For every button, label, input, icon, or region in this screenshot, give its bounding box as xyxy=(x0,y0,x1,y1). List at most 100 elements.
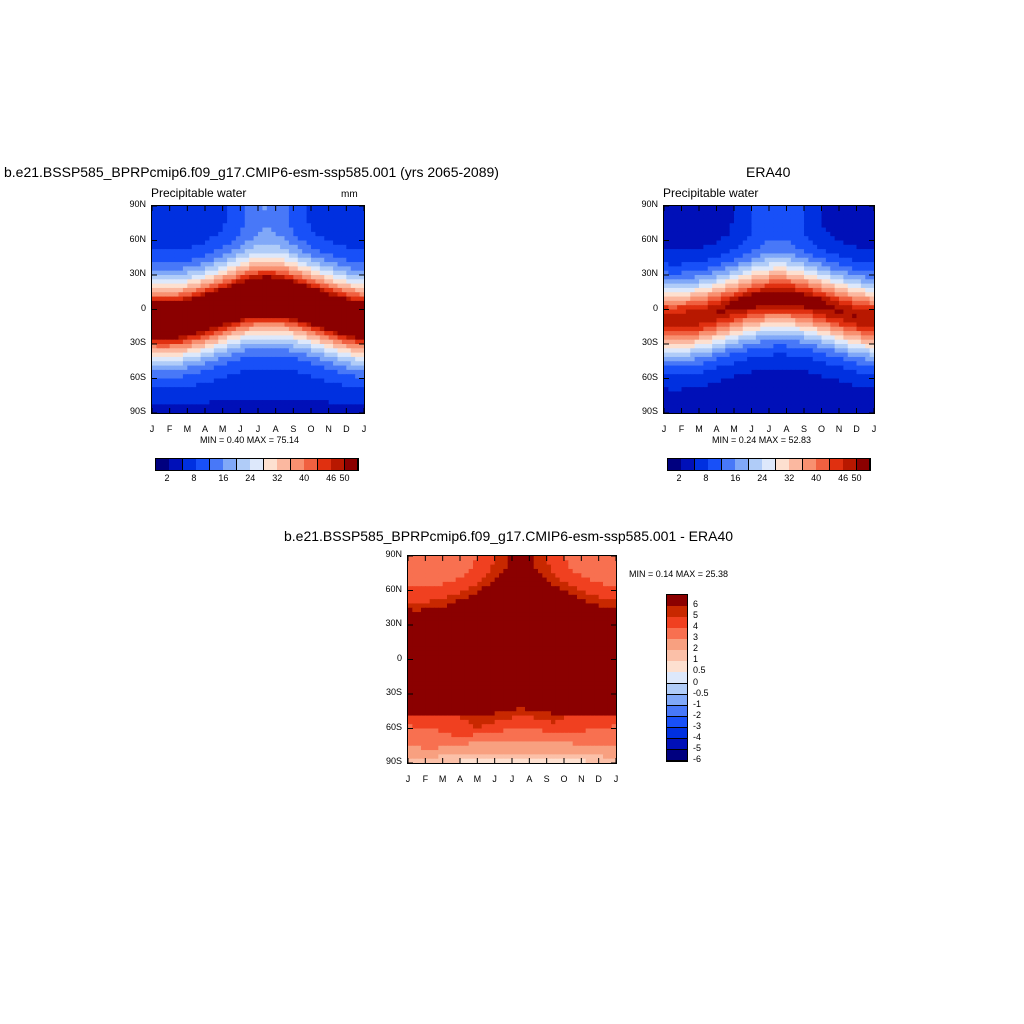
panel1-cell xyxy=(244,313,250,319)
panel1-cell xyxy=(275,262,281,267)
panel1-cell xyxy=(350,335,356,341)
panel2-cell xyxy=(734,305,739,311)
panel2-cell xyxy=(712,287,718,293)
panel1-cell xyxy=(152,318,158,324)
panel1-cell xyxy=(359,231,364,237)
panel1-cell xyxy=(196,240,202,246)
panel2-cell xyxy=(694,270,700,276)
panel1-cell xyxy=(302,361,308,367)
panel1-cell xyxy=(187,292,193,298)
panel1-cell xyxy=(266,305,272,311)
panel2-cell xyxy=(786,378,792,384)
panel1-cell xyxy=(227,322,233,328)
panel2-cell xyxy=(738,218,744,224)
panel3-cell xyxy=(473,564,478,570)
panel1-cell xyxy=(182,356,188,362)
panel2-cell xyxy=(685,378,691,384)
panel1-cell xyxy=(174,231,180,237)
panel2-cell xyxy=(712,387,718,393)
panel1-cell xyxy=(240,326,246,332)
panel2-cell xyxy=(812,369,818,375)
panel1-cell xyxy=(249,218,255,224)
panel2-cell xyxy=(834,391,840,397)
panel1-cell xyxy=(341,287,347,293)
panel2-cell xyxy=(825,210,831,216)
panel1-cell xyxy=(200,266,206,272)
panel1-cell xyxy=(222,227,228,233)
panel2-cell xyxy=(812,322,818,328)
panel1-cell xyxy=(156,404,162,410)
panel2-cell xyxy=(677,365,683,371)
panel1-cell xyxy=(293,348,299,354)
panel2-cell xyxy=(720,313,726,319)
panel2-cell xyxy=(712,214,718,220)
panel2-cell xyxy=(821,218,827,224)
panel2-cell xyxy=(799,382,805,388)
panel1-cell xyxy=(302,236,308,242)
panel2-cell xyxy=(725,240,731,246)
panel1-cell xyxy=(156,305,162,311)
panel3-cell xyxy=(447,568,452,574)
panel1-cell xyxy=(169,344,175,349)
panel1-cell xyxy=(319,253,325,259)
panel1-cell xyxy=(182,348,188,354)
panel2-cell xyxy=(839,275,844,280)
panel2-cell xyxy=(808,313,814,319)
panel1-cell xyxy=(306,244,312,250)
panel2-cell xyxy=(742,365,748,371)
panel2-cell xyxy=(729,408,735,413)
panel2-cell xyxy=(725,270,731,276)
panel1-cell xyxy=(280,318,286,324)
panel1-cell xyxy=(200,231,206,237)
panel1-cell xyxy=(218,305,224,311)
panel2-cell xyxy=(764,395,770,401)
panel1-cell xyxy=(253,227,259,233)
panel1-cell xyxy=(319,275,325,280)
panel2-cell xyxy=(729,253,735,259)
panel1-cell xyxy=(152,356,158,362)
panel2-cell xyxy=(672,279,678,285)
panel2-cell xyxy=(786,356,792,362)
panel1-cell xyxy=(293,395,299,401)
panel2-cell xyxy=(869,300,874,306)
panel2-cell xyxy=(799,356,805,362)
panel2-cell xyxy=(812,206,818,211)
panel2-cell xyxy=(847,395,853,401)
panel2-cell xyxy=(699,292,704,298)
panel1-cell xyxy=(275,305,281,311)
panel2-cell xyxy=(852,253,858,259)
panel2-cell xyxy=(694,365,700,371)
panel1-cell xyxy=(253,322,259,328)
panel2-cell xyxy=(869,236,874,242)
panel2-cell xyxy=(795,374,801,380)
panel1-cell xyxy=(196,244,202,250)
panel1-cell xyxy=(324,331,330,336)
panel1-cell xyxy=(156,266,162,272)
panel1-cell xyxy=(235,223,241,229)
panel1-cell xyxy=(191,223,197,229)
panel1-cell xyxy=(196,348,202,354)
panel1-cell xyxy=(337,361,343,367)
panel1-cell xyxy=(359,300,364,306)
panel1-cell xyxy=(306,356,312,362)
panel1-cell xyxy=(280,309,286,315)
panel2-cell xyxy=(777,374,783,380)
panel1-cell xyxy=(249,266,255,272)
panel2-cell xyxy=(764,300,770,306)
panel1-cell xyxy=(209,344,215,349)
panel1-cell xyxy=(160,378,166,384)
panel2-cell xyxy=(795,322,801,328)
panel2-cell xyxy=(725,339,731,345)
panel1-cell xyxy=(249,262,255,267)
panel1-cell xyxy=(218,408,224,413)
panel2-cell xyxy=(852,279,858,285)
panel1-cell xyxy=(240,313,246,319)
panel3-cell xyxy=(520,568,526,574)
panel1-cell xyxy=(196,262,202,267)
panel2-cell xyxy=(699,352,704,358)
panel1-cell xyxy=(253,335,259,341)
panel2-cell xyxy=(852,369,858,375)
panel1-cell xyxy=(262,322,268,328)
panel1-cell xyxy=(227,244,233,250)
panel1-cell xyxy=(169,395,175,401)
